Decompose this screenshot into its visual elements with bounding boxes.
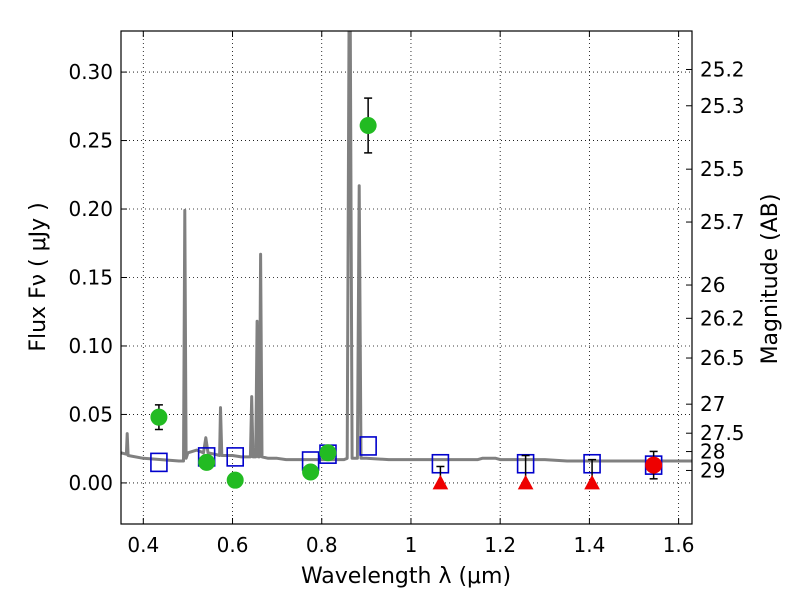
y2-tick-label: 26.5 xyxy=(700,346,745,370)
y-tick-label: 0.15 xyxy=(68,266,113,290)
y2-tick-label: 25.5 xyxy=(700,157,745,181)
plot-background xyxy=(121,31,692,524)
y2-tick-label: 25.2 xyxy=(700,57,745,81)
y2-tick-label: 26 xyxy=(700,273,725,297)
model-photometry-square xyxy=(150,452,168,473)
detection-point xyxy=(359,116,377,134)
y2-tick-label: 25.3 xyxy=(700,94,745,118)
y-tick-label: 0.30 xyxy=(68,60,113,84)
y2-tick-label: 25.7 xyxy=(700,210,745,234)
y-tick-label: 0.10 xyxy=(68,334,113,358)
upper-limit-triangle xyxy=(584,474,600,490)
axis-ticks xyxy=(121,31,692,524)
model-photometry-square xyxy=(226,447,244,467)
y-tick-label: 0.05 xyxy=(68,402,113,426)
y2-tick-label: 29 xyxy=(700,458,725,482)
detection-point xyxy=(150,408,168,426)
y-tick-label: 0.20 xyxy=(68,197,113,221)
red-detection-point xyxy=(645,456,663,474)
tick-labels: 0.4 0.6 0.8 1 1.2 1.4 1.6 0.00 0.05 0.10 0.15 0.20 0… xyxy=(68,57,744,557)
upper-limit-triangle xyxy=(517,474,534,490)
x-tick-label: 1.4 xyxy=(573,533,605,557)
y2-tick-label: 27 xyxy=(700,392,725,416)
x-tick-label: 1.6 xyxy=(663,533,695,557)
data-marks xyxy=(121,31,692,490)
y2-tick-label: 28 xyxy=(700,440,725,464)
x-tick-label: 1 xyxy=(405,533,418,557)
x-tick-label: 1.2 xyxy=(484,533,516,557)
upper-limit-triangle xyxy=(432,474,449,490)
y-tick-label: 0.00 xyxy=(68,471,113,495)
detection-point xyxy=(319,444,337,462)
y-tick-label: 0.25 xyxy=(68,129,113,153)
x-axis-label: Wavelength λ (μm) xyxy=(301,564,511,589)
y-axis-label: Flux Fν ( μJy ) xyxy=(26,202,51,351)
model-spectrum-line xyxy=(121,31,692,463)
model-photometry-square xyxy=(359,436,377,456)
detection-point xyxy=(302,463,320,481)
detection-point xyxy=(198,453,216,471)
x-tick-label: 0.8 xyxy=(306,533,338,557)
x-tick-label: 0.6 xyxy=(217,533,249,557)
x-tick-label: 0.4 xyxy=(127,533,159,557)
plot-frame xyxy=(120,30,693,525)
detection-point xyxy=(226,471,244,489)
y2-tick-label: 26.2 xyxy=(700,306,745,330)
y2-axis-label: Magnitude (AB) xyxy=(758,194,783,365)
y2-tick-label: 27.5 xyxy=(700,421,745,445)
